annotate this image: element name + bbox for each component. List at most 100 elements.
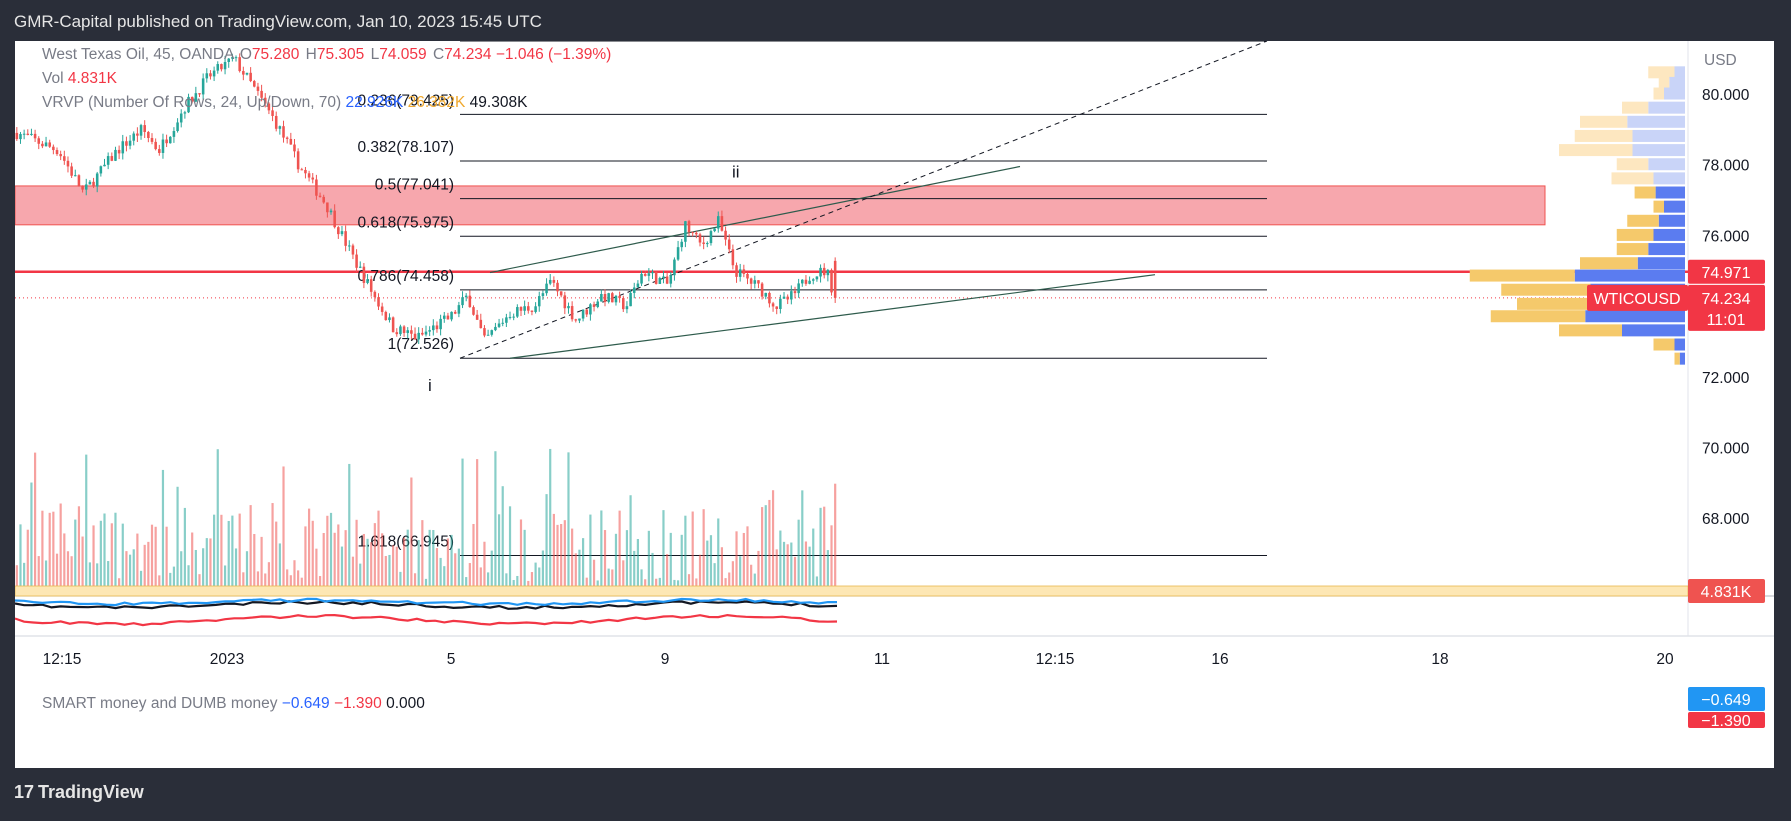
candle-body [494,326,497,331]
volume-bar [779,530,782,596]
candle-body [461,297,464,306]
volume-profile-down [1469,269,1575,282]
candle-body [242,71,245,75]
legend-vrvp-total: 49.308K [469,94,528,111]
volume-bar [81,536,84,596]
time-axis-tick: 12:15 [43,651,82,668]
candle-body [150,137,154,142]
candle-body [358,266,362,268]
candle-body [793,291,797,294]
legend-symbol: West Texas Oil, 45, OANDA [42,46,234,63]
volume-bar [830,525,833,596]
volume-profile-up [1655,186,1685,199]
volume-bar [213,514,216,596]
candle-body [530,310,534,312]
volume-bar [326,515,329,596]
candle-body [37,138,41,144]
candle-body [479,319,483,329]
volume-bar [731,561,734,596]
candle-body [505,317,508,323]
chart-canvas[interactable]: 0.236(79.425) 0.382(78.107) 0.5(77.041) 0.6… [15,41,1774,768]
volume-bar [698,554,702,596]
candle-body [307,173,311,178]
candle-body [753,280,757,284]
volume-bar [202,548,205,596]
volume-bar [753,573,756,596]
candle-body [760,283,764,297]
volume-bar [505,573,508,596]
candle-body [22,133,26,135]
volume-profile-down [1559,144,1633,157]
volume-bar [497,514,501,596]
volume-bar [625,530,629,596]
tradingview-brand[interactable]: 17 TradingView [14,782,144,803]
volume-bar [636,539,639,596]
candle-body [472,307,475,315]
candle-body [797,283,800,294]
candle-body [453,311,457,314]
candle-body [552,279,556,283]
candle-body [223,61,227,70]
candle-body [121,141,125,154]
candle-body [74,175,77,177]
volume-bar [691,511,694,596]
volume-bar [74,519,77,596]
candle-body [749,278,753,284]
candle-body [154,141,157,150]
volume-bar [220,514,223,596]
volume-bar [746,526,749,596]
candle-body [826,269,830,276]
candle-body [468,295,472,308]
volume-bar [271,503,274,596]
volume-bar [680,534,683,596]
candle-body [238,57,241,72]
volume-bar [183,507,186,596]
volume-bar [63,533,66,596]
volume-bar [450,534,453,596]
volume-bar [549,448,552,596]
candle-body [158,149,161,153]
price-label-last: 74.234 [1702,291,1751,308]
candle-body [66,160,70,167]
volume-bar [165,526,168,596]
volume-bar [315,548,318,596]
legend-vol-label: Vol [42,70,64,87]
candle-body [490,330,494,335]
candle-body [139,125,143,136]
candle-body [501,322,504,324]
volume-bar [88,562,91,596]
candle-body [362,266,366,283]
candle-body [19,134,22,140]
candle-body [779,298,782,309]
volume-bar [757,550,760,596]
candle-body [351,245,355,255]
volume-profile-up [1648,158,1685,171]
volume-profile-up [1658,214,1685,227]
candle-body [59,154,62,157]
volume-bar [231,515,234,596]
candle-body [26,133,30,135]
volume-profile-up [1653,228,1685,241]
volume-bar [260,536,263,596]
volume-profile-up [1574,269,1685,282]
smart-money-line [15,597,837,607]
volume-bar [370,542,373,596]
volume-bar [574,553,577,596]
volume-bar [161,469,165,596]
legend-indicator-label: SMART money and DUMB money [42,695,278,712]
volume-profile-down [1653,338,1675,351]
candle-body [709,231,713,244]
volume-bar [267,562,271,596]
candle-body [720,216,724,231]
time-axis-tick: 12:15 [1036,651,1075,668]
volume-bar [150,524,154,596]
candle-body [30,133,33,135]
candle-body [263,97,267,104]
volume-bar [388,554,391,596]
candle-body [296,151,300,170]
volume-bar [446,538,450,596]
volume-bar [136,533,139,596]
chart-frame[interactable]: 0.236(79.425) 0.382(78.107) 0.5(77.041) 0.6… [15,41,1774,768]
volume-bar [589,514,592,596]
volume-bar [629,495,632,596]
